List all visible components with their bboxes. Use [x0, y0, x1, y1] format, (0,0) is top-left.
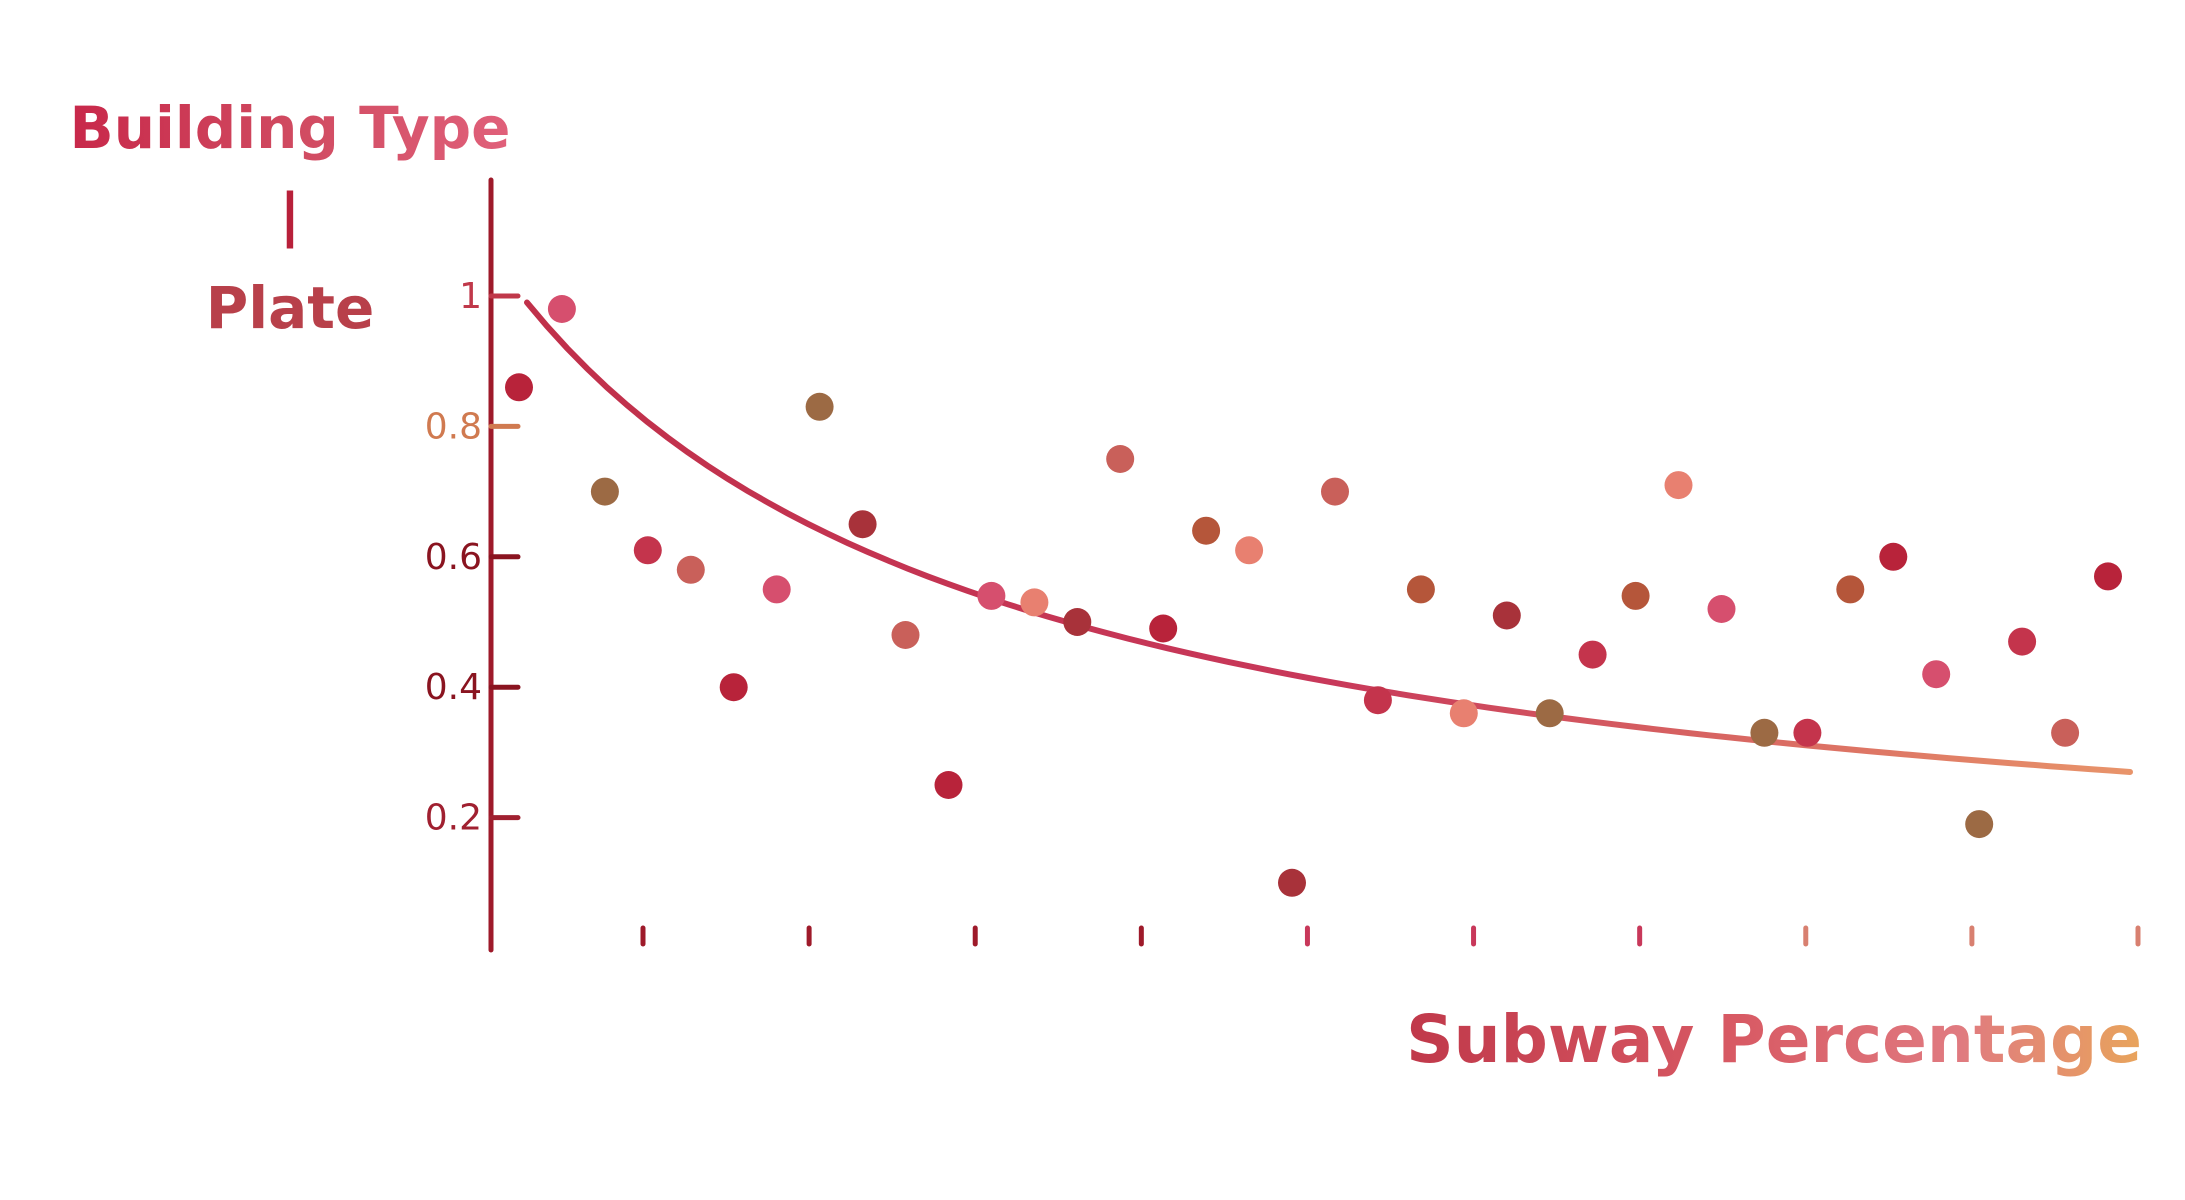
data-point [633, 536, 662, 565]
data-point [1793, 718, 1822, 747]
data-point [1879, 542, 1908, 571]
y-axis-title-line-2: Plate [206, 274, 375, 342]
data-point [1149, 614, 1178, 643]
data-point [2051, 718, 2080, 747]
y-tick-label: 0.2 [425, 798, 482, 839]
data-point [848, 510, 877, 539]
data-point [1535, 699, 1564, 728]
data-point [1063, 608, 1092, 636]
data-point [1836, 575, 1865, 604]
data-point [547, 295, 576, 323]
y-axis-ticks: 1 0.8 0.6 0.4 0.2 [425, 276, 521, 839]
data-point [1664, 471, 1693, 500]
data-point [2008, 627, 2037, 656]
data-point [719, 673, 748, 702]
data-point [1750, 718, 1779, 747]
y-tick-label: 0.8 [425, 406, 482, 447]
y-axis-title-separator: | [279, 181, 300, 249]
data-points [505, 295, 2122, 897]
data-point [934, 771, 963, 799]
data-point [1621, 581, 1650, 610]
y-tick-label: 0.6 [425, 537, 482, 578]
data-point [1106, 445, 1135, 473]
data-point [1321, 477, 1349, 506]
data-point [505, 373, 533, 402]
data-point [1449, 699, 1478, 728]
data-point [1278, 868, 1306, 897]
x-axis-title: Subway Percentage [1406, 1001, 2142, 1078]
data-point [2094, 562, 2122, 591]
data-point [590, 477, 619, 506]
data-point [1363, 686, 1392, 715]
data-point [1192, 516, 1221, 545]
data-point [1922, 660, 1951, 689]
data-point [1406, 575, 1435, 604]
y-axis-title: Building Type | Plate [69, 94, 510, 342]
data-point [676, 555, 705, 584]
y-axis-title-line-1: Building Type [69, 94, 510, 162]
data-point [1492, 601, 1521, 630]
data-point [1235, 536, 1264, 565]
data-point [1578, 640, 1607, 669]
data-point [1020, 588, 1049, 617]
data-point [1965, 810, 1994, 839]
data-point [1707, 595, 1736, 623]
data-point [977, 581, 1006, 610]
y-tick-label: 1 [459, 276, 482, 317]
y-tick-label: 0.4 [425, 667, 482, 708]
data-point [762, 575, 791, 604]
data-point [891, 621, 920, 649]
data-point [805, 392, 834, 421]
trend-line [524, 299, 2133, 775]
x-axis-ticks [640, 925, 2141, 947]
